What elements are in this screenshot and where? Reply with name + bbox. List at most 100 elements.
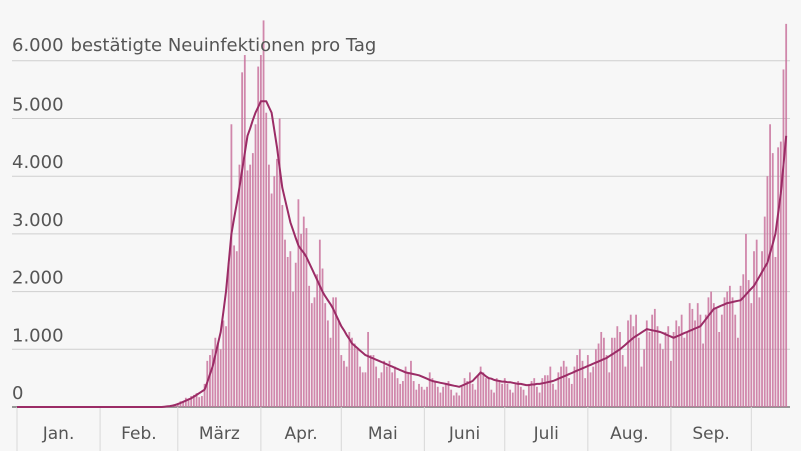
bar [522, 389, 525, 407]
bar [254, 124, 257, 408]
bar [428, 372, 431, 407]
bar [675, 320, 678, 407]
bar [514, 383, 517, 407]
bar [533, 378, 536, 407]
bar [251, 153, 254, 407]
bar [530, 381, 533, 407]
bar [190, 396, 193, 407]
bar [235, 251, 238, 407]
bar [308, 285, 311, 407]
bar [474, 389, 477, 407]
bar [659, 343, 662, 407]
bar [544, 375, 546, 407]
bar [506, 383, 509, 407]
bar [691, 308, 694, 407]
bar [345, 366, 348, 407]
bar [343, 360, 345, 407]
bar [369, 355, 372, 407]
bar [217, 343, 219, 407]
bar [270, 193, 273, 407]
bar [310, 303, 313, 407]
bar [707, 297, 710, 407]
bar [696, 303, 699, 407]
bar [348, 331, 351, 407]
bar [720, 314, 723, 407]
bar [605, 355, 608, 407]
bar [246, 170, 249, 407]
bar [589, 372, 592, 407]
y-tick-label: 1.000 [12, 325, 64, 346]
bar [243, 55, 246, 407]
bar [466, 381, 469, 407]
bar [329, 337, 332, 407]
bar [570, 383, 573, 407]
bar [616, 326, 619, 407]
bar [203, 383, 206, 407]
bar [385, 366, 388, 407]
bar [225, 326, 227, 407]
bar [509, 389, 512, 407]
bar [645, 320, 648, 407]
bar [694, 320, 696, 407]
bar [321, 268, 324, 407]
bar [265, 112, 268, 407]
bar [498, 381, 501, 407]
bar [198, 397, 201, 407]
bar [541, 378, 544, 407]
bar [560, 366, 562, 407]
bar [335, 297, 337, 407]
x-tick-label: Apr. [284, 424, 317, 444]
bar [259, 55, 262, 407]
bar [222, 320, 225, 407]
bar [375, 366, 378, 407]
bar [511, 392, 514, 407]
bar [600, 331, 603, 407]
bar [324, 303, 327, 407]
bar [233, 245, 235, 407]
bar [450, 389, 453, 407]
bar [396, 378, 399, 407]
bar [734, 314, 737, 407]
bar [723, 297, 726, 407]
bar [289, 251, 292, 407]
x-tick-label: Jan. [42, 424, 75, 444]
bar [447, 381, 450, 407]
bar [753, 251, 755, 407]
bar [549, 366, 552, 407]
bar [316, 274, 319, 407]
bar [737, 337, 739, 407]
bar [554, 389, 557, 407]
x-tick-label: Mai [368, 424, 398, 444]
title-line: 6.000 bestätigte Neuinfektionen pro Tag [12, 35, 376, 56]
bar [292, 291, 294, 407]
bar [747, 280, 750, 407]
y-tick-label: 6.000 [12, 35, 64, 56]
x-tick-label: Juni [448, 424, 480, 444]
bar [367, 331, 369, 407]
x-tick-label: Juli [533, 424, 559, 444]
bar [643, 349, 646, 407]
bar [576, 355, 579, 407]
bar [359, 366, 361, 407]
bar [452, 395, 455, 407]
bar [372, 355, 375, 407]
bar [426, 386, 428, 407]
bar [485, 378, 487, 407]
bar [415, 389, 418, 407]
bar [635, 314, 637, 407]
bar [318, 239, 321, 407]
bar [627, 320, 629, 407]
y-tick-label: 0 [12, 383, 23, 404]
bar [284, 239, 286, 407]
bar [779, 141, 782, 407]
bar [209, 355, 211, 407]
bar [755, 239, 758, 407]
bar [402, 381, 404, 407]
bar [187, 398, 190, 407]
bar [621, 355, 624, 407]
bar [262, 20, 265, 407]
bar [726, 291, 729, 407]
bar [763, 216, 766, 407]
bar [578, 349, 581, 407]
